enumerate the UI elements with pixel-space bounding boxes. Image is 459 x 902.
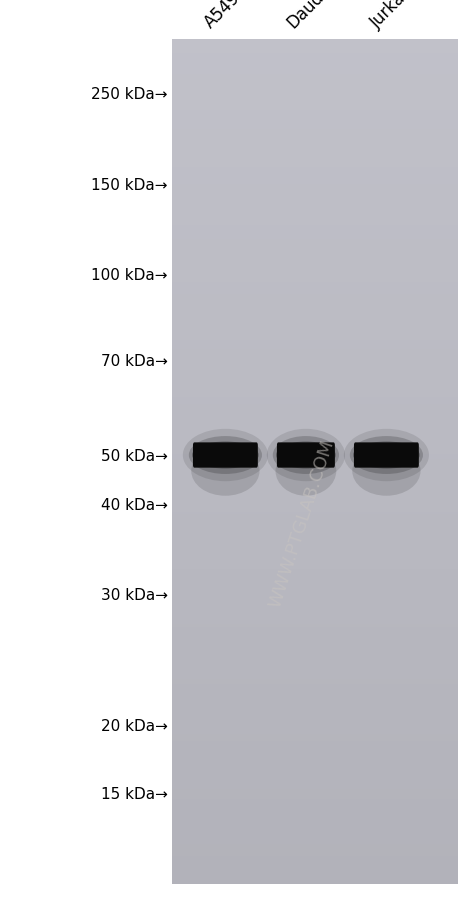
Text: 250 kDa→: 250 kDa→ xyxy=(91,87,168,102)
Ellipse shape xyxy=(272,437,338,474)
FancyBboxPatch shape xyxy=(353,443,418,468)
Ellipse shape xyxy=(191,446,259,496)
Ellipse shape xyxy=(192,442,258,469)
Text: 20 kDa→: 20 kDa→ xyxy=(101,719,168,733)
Ellipse shape xyxy=(349,437,422,474)
Ellipse shape xyxy=(275,446,336,496)
Text: Jurkat: Jurkat xyxy=(366,0,413,32)
FancyBboxPatch shape xyxy=(276,443,334,468)
Text: 70 kDa→: 70 kDa→ xyxy=(101,354,168,368)
Text: 150 kDa→: 150 kDa→ xyxy=(91,178,168,192)
FancyBboxPatch shape xyxy=(193,443,257,468)
Ellipse shape xyxy=(275,442,335,469)
Text: 15 kDa→: 15 kDa→ xyxy=(101,787,168,801)
Ellipse shape xyxy=(266,429,344,482)
Ellipse shape xyxy=(352,446,420,496)
Text: 30 kDa→: 30 kDa→ xyxy=(101,588,168,603)
Text: 50 kDa→: 50 kDa→ xyxy=(101,448,168,463)
Text: Daudi: Daudi xyxy=(283,0,330,32)
Ellipse shape xyxy=(183,429,268,482)
Ellipse shape xyxy=(353,442,419,469)
Ellipse shape xyxy=(189,437,262,474)
Text: WWW.PTGLAB.COM: WWW.PTGLAB.COM xyxy=(266,437,337,610)
Ellipse shape xyxy=(343,429,428,482)
Text: A549: A549 xyxy=(201,0,244,32)
Text: 100 kDa→: 100 kDa→ xyxy=(91,268,168,282)
Text: 40 kDa→: 40 kDa→ xyxy=(101,498,168,512)
